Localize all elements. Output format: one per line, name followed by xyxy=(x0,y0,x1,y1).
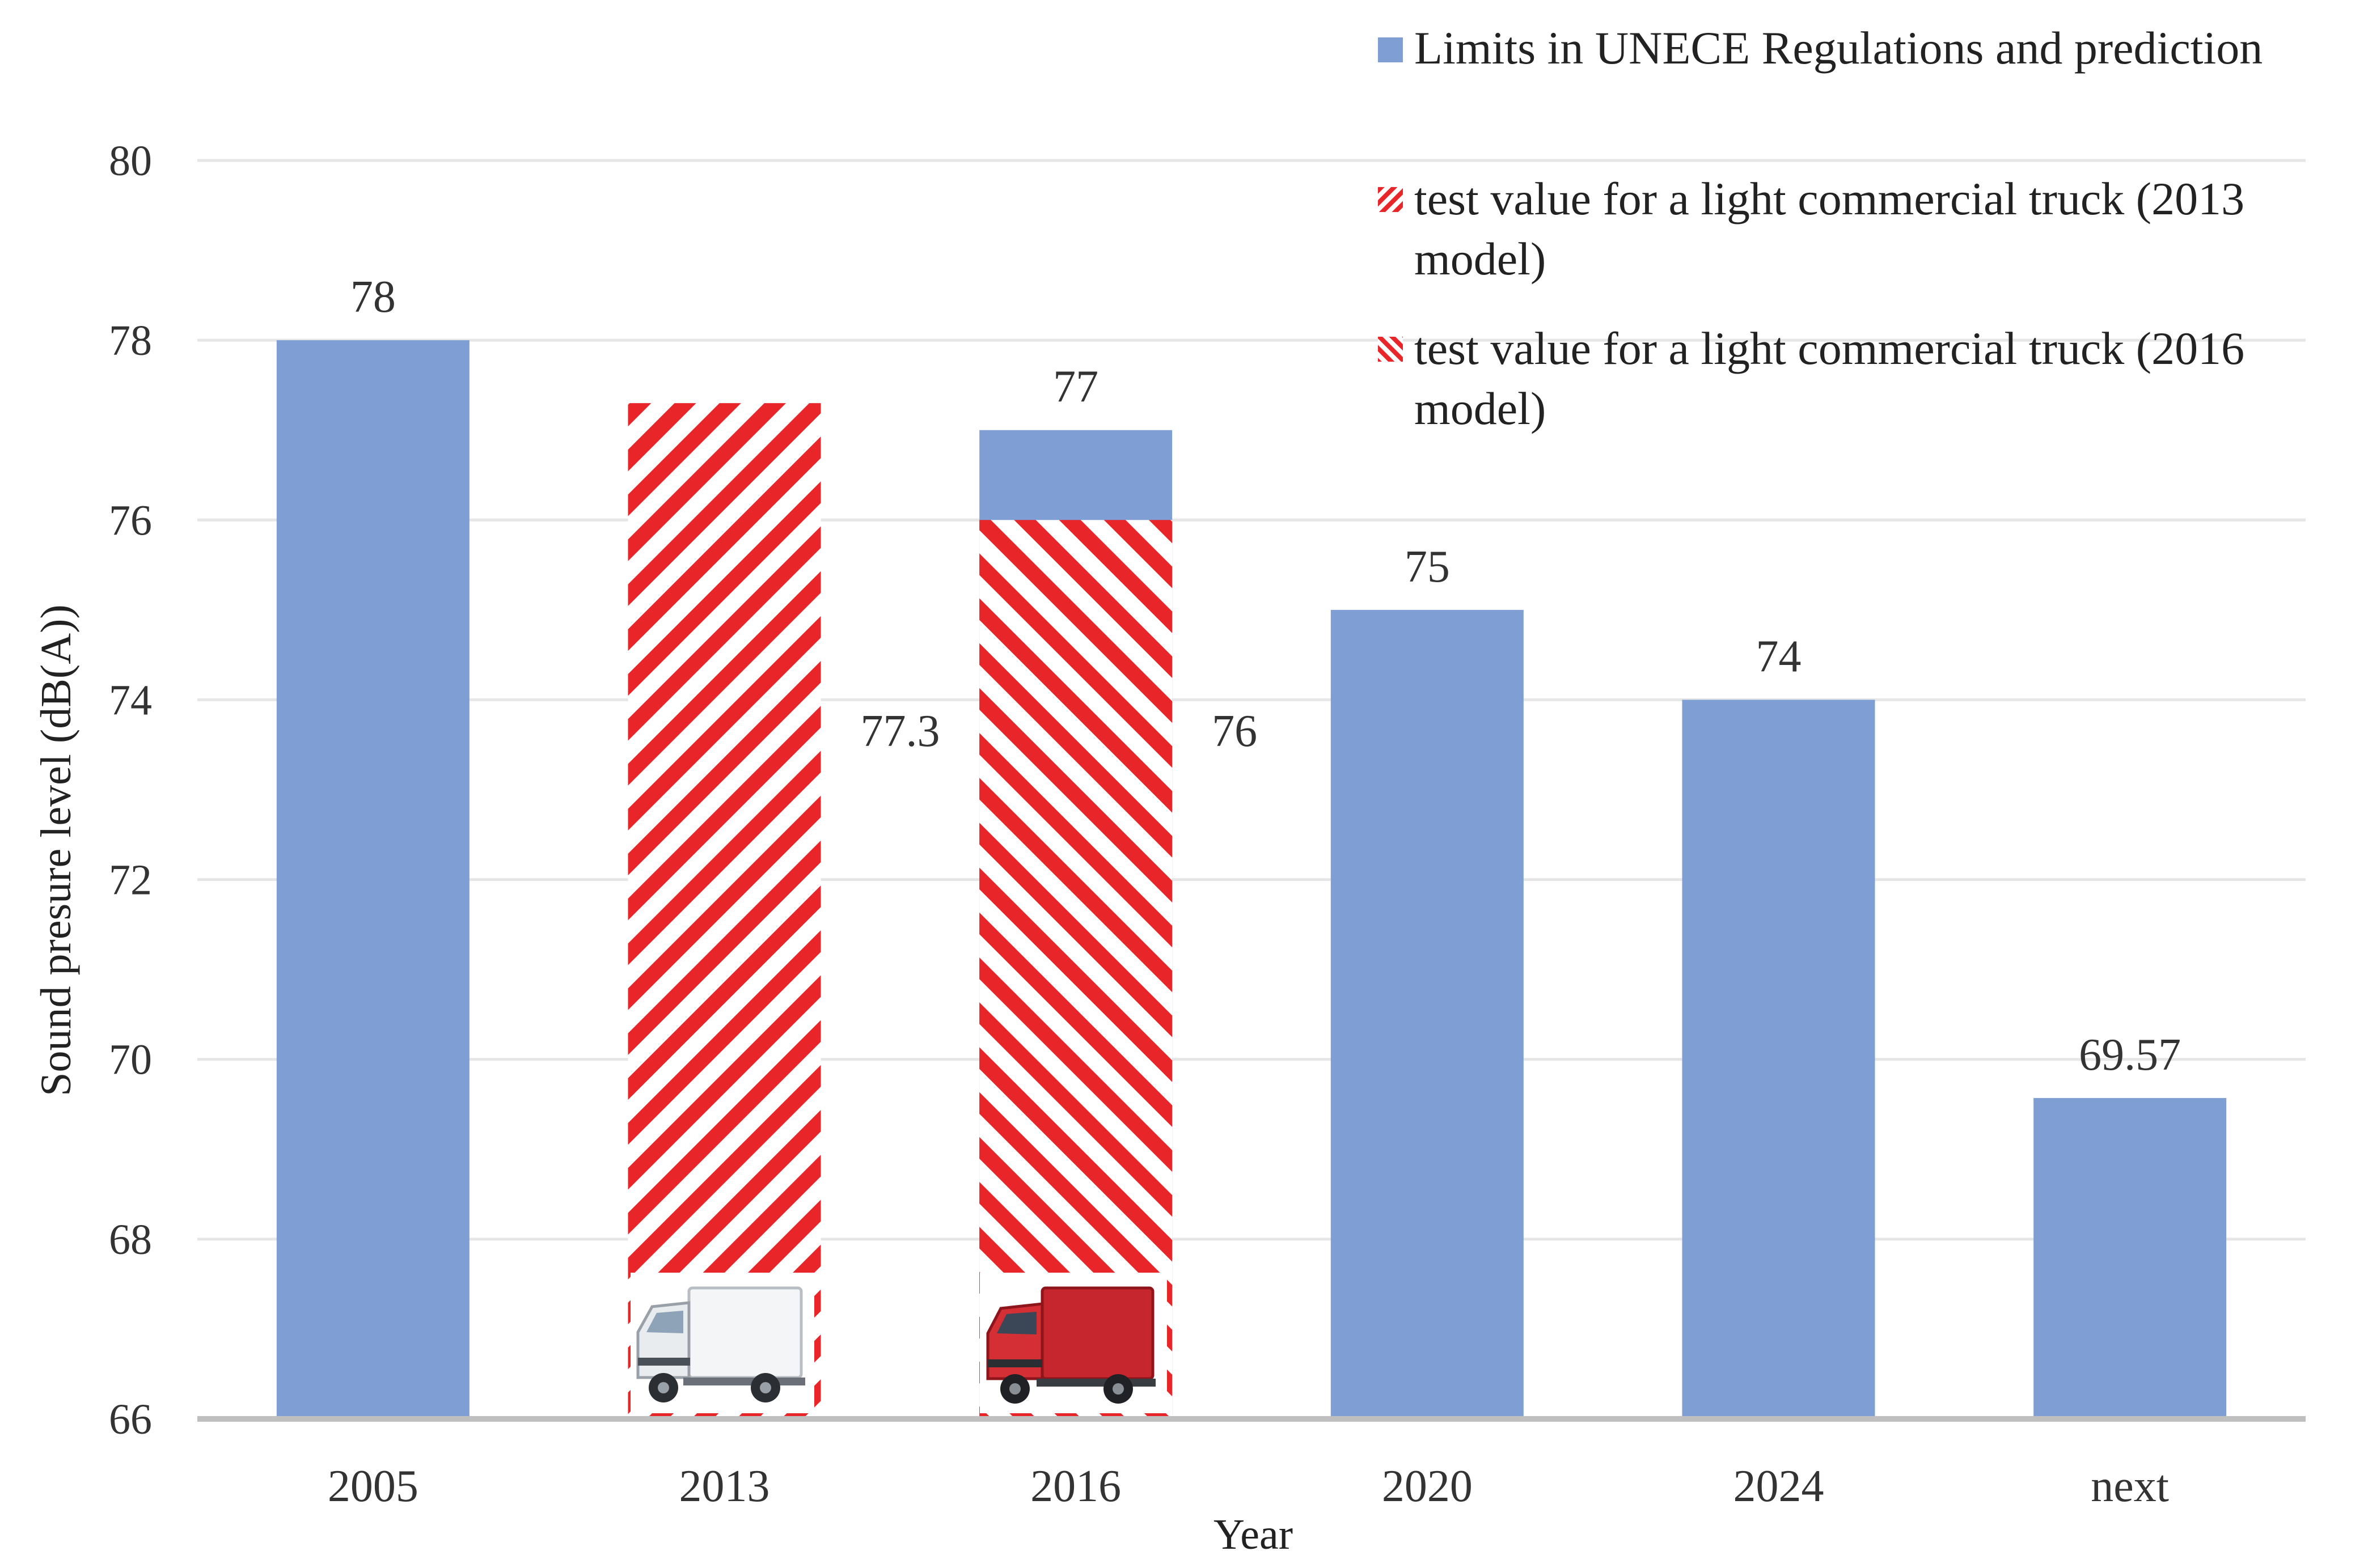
y-tick-label-68: 68 xyxy=(109,1216,152,1264)
bar-limit-next xyxy=(2033,1097,2227,1419)
legend-item-limits: Limits in UNECE Regulations and predicti… xyxy=(1378,22,2263,74)
y-tick-label-78: 78 xyxy=(109,317,152,365)
x-tick-label-next: next xyxy=(2091,1461,2169,1511)
data-label-limit-2016: 77 xyxy=(1053,362,1098,412)
white-box-truck-picture xyxy=(631,1273,814,1413)
gridlines xyxy=(197,159,2306,1241)
data-label-limit-2020: 75 xyxy=(1405,542,1450,592)
legend-swatch-limits xyxy=(1378,37,1403,62)
bar-limit-2020 xyxy=(1330,609,1524,1419)
data-label-limit-2024: 74 xyxy=(1756,632,1802,681)
x-axis-title: Year xyxy=(1213,1511,1293,1558)
y-tick-label-66: 66 xyxy=(109,1396,152,1443)
legend-swatch-2016-test xyxy=(1378,337,1403,362)
legend: Limits in UNECE Regulations and predicti… xyxy=(1378,22,2263,434)
legend-swatch-2013-test xyxy=(1378,187,1403,212)
y-tick-label-76: 76 xyxy=(109,497,152,544)
data-label-limit-2005: 78 xyxy=(350,272,396,322)
bars xyxy=(276,340,2227,1419)
legend-label-2016-test-line2: model) xyxy=(1414,383,1546,434)
bar-limit-2005 xyxy=(276,340,470,1419)
red-box-truck-picture xyxy=(980,1273,1167,1413)
data-labels: 78 77 75 74 69.57 77.3 76 xyxy=(350,272,2181,1080)
y-axis-title: Sound presure level (dB(A)) xyxy=(32,604,80,1096)
bar-test-2013 xyxy=(628,403,821,1419)
data-label-test-2013: 77.3 xyxy=(861,706,940,756)
x-tick-label-2005: 2005 xyxy=(328,1461,418,1511)
legend-label-limits: Limits in UNECE Regulations and predicti… xyxy=(1414,22,2263,74)
data-label-test-2016: 76 xyxy=(1212,706,1257,756)
x-tick-label-2016: 2016 xyxy=(1030,1461,1121,1511)
bar-limit-2024 xyxy=(1682,700,1875,1419)
y-tick-label-72: 72 xyxy=(109,857,152,904)
y-tick-label-80: 80 xyxy=(109,137,152,185)
x-tick-label-2024: 2024 xyxy=(1733,1461,1824,1511)
legend-label-2013-test-line2: model) xyxy=(1414,233,1546,285)
x-tick-label-2020: 2020 xyxy=(1382,1461,1473,1511)
legend-label-2013-test-line1: test value for a light commercial truck … xyxy=(1414,173,2244,224)
y-axis-ticks: 66 68 70 72 74 76 78 80 xyxy=(109,137,152,1443)
x-axis-ticks: 2005 2013 2016 2020 2024 next xyxy=(328,1461,2169,1511)
bar-test-2016 xyxy=(979,520,1173,1419)
y-tick-label-70: 70 xyxy=(109,1036,152,1084)
legend-label-2016-test-line1: test value for a light commercial truck … xyxy=(1414,323,2244,374)
y-tick-label-74: 74 xyxy=(109,676,152,724)
legend-item-2016-test: test value for a light commercial truck … xyxy=(1378,323,2244,434)
x-tick-label-2013: 2013 xyxy=(679,1461,770,1511)
legend-item-2013-test: test value for a light commercial truck … xyxy=(1378,173,2244,285)
data-label-limit-next: 69.57 xyxy=(2079,1030,2181,1080)
